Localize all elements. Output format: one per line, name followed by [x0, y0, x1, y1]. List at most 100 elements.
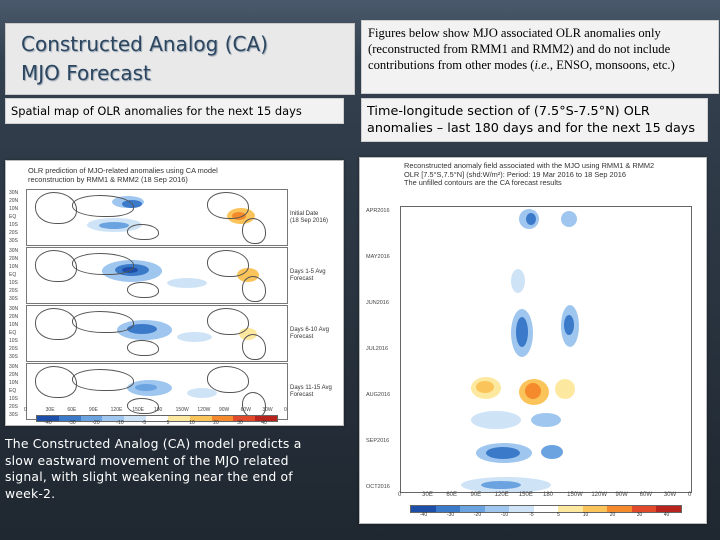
hovmoller-longitude-tick: 90W [615, 492, 628, 498]
latitude-tick: 20S [9, 288, 18, 294]
colorbar-swatch [80, 416, 103, 421]
longitude-tick: 180 [154, 407, 163, 413]
latitude-tick: 30N [9, 248, 19, 254]
colorbar-label: 20 [213, 420, 219, 426]
time-longitude-figure: Reconstructed anomaly field associated w… [359, 157, 707, 524]
hovmoller-longitude-tick: 60W [639, 492, 652, 498]
longitude-tick: 90E [89, 407, 98, 413]
title-box: Constructed Analog (CA) MJO Forecast [5, 23, 355, 95]
longitude-tick: 60E [67, 407, 77, 413]
colorbar-label: 5 [557, 512, 560, 518]
colorbar-labels: -40 -30 -20 -10 -5 5 10 20 30 40 [36, 420, 276, 426]
longitude-tick: 0 [284, 407, 287, 413]
latitude-tick: 20S [9, 230, 18, 236]
longitude-tick: 120E [110, 407, 123, 413]
colorbar-swatch [607, 506, 632, 512]
month-tick: JUN2016 [366, 300, 389, 306]
colorbar-swatch [37, 416, 59, 421]
colorbar-label: -5 [141, 420, 147, 426]
description-italic: i.e. [534, 58, 550, 72]
colorbar-swatch [189, 416, 212, 421]
colorbar-swatch [167, 416, 190, 421]
latitude-tick: 30S [9, 412, 18, 418]
colorbar-label: -40 [44, 420, 52, 426]
hovmoller-longitude-tick: 0 [398, 492, 402, 498]
colorbar-swatch [460, 506, 485, 512]
latitude-tick: EQ [9, 272, 17, 278]
latitude-tick: 10N [9, 264, 19, 270]
colorbar-swatch [484, 506, 510, 512]
colorbar-swatch [233, 416, 256, 421]
description-box: Figures below show MJO associated OLR an… [361, 20, 719, 94]
colorbar-swatch [146, 416, 168, 421]
colorbar-swatch [509, 506, 534, 512]
latitude-tick: 30N [9, 364, 19, 370]
colorbar-swatch [124, 416, 147, 421]
latitude-tick: 20N [9, 198, 19, 204]
hovmoller-longitude-tick: 150E [518, 492, 533, 498]
time-longitude-title: Reconstructed anomaly field associated w… [404, 161, 655, 188]
colorbar-label: -10 [116, 420, 124, 426]
month-tick: APR2016 [366, 208, 390, 214]
panel-label-days-6-10: Days 6-10 Avg Forecast [290, 327, 329, 340]
month-tick: MAY2016 [366, 254, 390, 260]
colorbar-label: -30 [68, 420, 76, 426]
colorbar-swatch [558, 506, 583, 512]
description-text: Figures below show MJO associated OLR an… [368, 25, 713, 73]
latitude-tick: 10S [9, 338, 18, 344]
forecast-summary: The Constructed Analog (CA) model predic… [5, 436, 302, 501]
colorbar-swatch [58, 416, 81, 421]
colorbar-swatch [411, 506, 436, 512]
map-panel-days-6-10 [26, 305, 288, 362]
colorbar-label: 20 [609, 512, 616, 518]
left-subtitle-box: Spatial map of OLR anomalies for the nex… [5, 98, 344, 124]
latitude-tick: 20S [9, 346, 18, 352]
longitude-tick: 60W [240, 407, 251, 413]
longitude-tick: 90W [219, 407, 230, 413]
panel-label-initial: Initial Date (18 Sep 2016) [290, 211, 329, 224]
longitude-tick: 150W [175, 407, 189, 413]
hovmoller-longitude-tick: 30W [663, 492, 677, 498]
colorbar [36, 415, 278, 422]
panel-label-days-11-15: Days 11-15 Avg Forecast [290, 385, 332, 398]
colorbar-label: 10 [582, 512, 589, 518]
colorbar-label: 10 [189, 420, 195, 426]
latitude-tick: 10S [9, 222, 18, 228]
spatial-map-title: OLR prediction of MJO-related anomalies … [28, 166, 218, 184]
hovmoller-colorbar [410, 505, 682, 513]
left-subtitle: Spatial map of OLR anomalies for the nex… [11, 104, 302, 118]
latitude-tick: 20N [9, 256, 19, 262]
hovmoller-longitude-tick: 60E [446, 492, 458, 498]
longitude-tick: 150E [132, 407, 145, 413]
latitude-tick: 30N [9, 306, 19, 312]
colorbar-label: 30 [636, 512, 643, 518]
colorbar-swatch [211, 416, 234, 421]
latitude-tick: 10N [9, 322, 19, 328]
latitude-tick: 30S [9, 354, 18, 360]
month-tick: AUG2016 [366, 392, 391, 398]
month-tick: SEP2016 [366, 438, 390, 444]
latitude-tick: 30S [9, 296, 18, 302]
colorbar-label: -40 [419, 512, 428, 518]
latitude-tick: 10N [9, 206, 19, 212]
hovmoller-longitude-tick: 30E [422, 492, 433, 498]
right-subtitle-box: Time-longitude section of (7.5°S-7.5°N) … [361, 98, 708, 142]
latitude-tick: EQ [9, 214, 17, 220]
latitude-tick: EQ [9, 388, 17, 394]
colorbar-label: -20 [92, 420, 100, 426]
latitude-tick: 30S [9, 238, 18, 244]
hovmoller-longitude-tick: 120E [494, 492, 509, 498]
month-tick: JUL2016 [366, 346, 389, 352]
latitude-tick: 10S [9, 396, 18, 402]
longitude-tick: 30E [45, 407, 55, 413]
hovmoller-longitude-tick: 90E [470, 492, 482, 498]
colorbar-label: -30 [446, 512, 455, 518]
latitude-tick: 20S [9, 404, 18, 410]
colorbar-label: 40 [663, 512, 670, 518]
hovmoller-longitude-tick: 120W [591, 492, 608, 498]
hovmoller-longitude-tick: 0 [688, 492, 692, 498]
right-subtitle: Time-longitude section of (7.5°S-7.5°N) … [367, 104, 696, 136]
longitude-tick: 120W [197, 407, 211, 413]
hovmoller-longitude-tick: 180 [543, 492, 554, 498]
colorbar-swatch [533, 506, 559, 512]
